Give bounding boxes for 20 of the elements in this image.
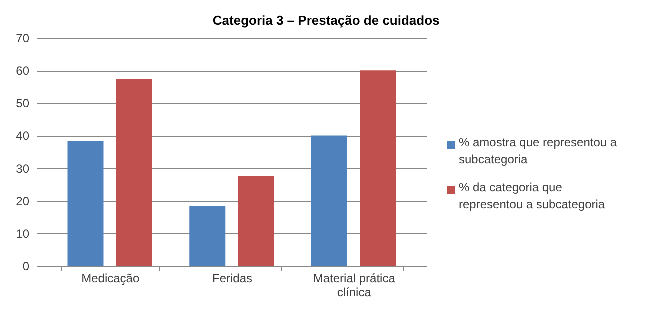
bar — [312, 136, 348, 266]
y-tick-label: 20 — [16, 194, 30, 208]
bar — [360, 70, 396, 266]
bar — [238, 176, 274, 266]
x-tick-label: Feridas — [212, 272, 253, 286]
chart-title: Categoria 3 – Prestação de cuidados — [212, 13, 440, 28]
legend-label: % amostra que representou a subcategoria — [459, 136, 618, 166]
x-tick-label: Material prática clínica — [313, 272, 396, 300]
legend-label: % da categoria que representou a subcategoria — [459, 180, 606, 212]
bar — [190, 206, 226, 266]
y-tick-label: 30 — [16, 162, 30, 176]
x-tick-label: Medicação — [82, 272, 140, 286]
y-tick-label: 50 — [16, 96, 30, 111]
y-tick-label: 60 — [16, 64, 30, 78]
y-tick-label: 40 — [16, 129, 30, 144]
bar — [68, 141, 104, 266]
y-tick-label: 10 — [16, 226, 30, 241]
bar — [116, 79, 152, 266]
y-tick-label: 70 — [16, 32, 30, 46]
y-tick-label: 0 — [22, 260, 30, 274]
